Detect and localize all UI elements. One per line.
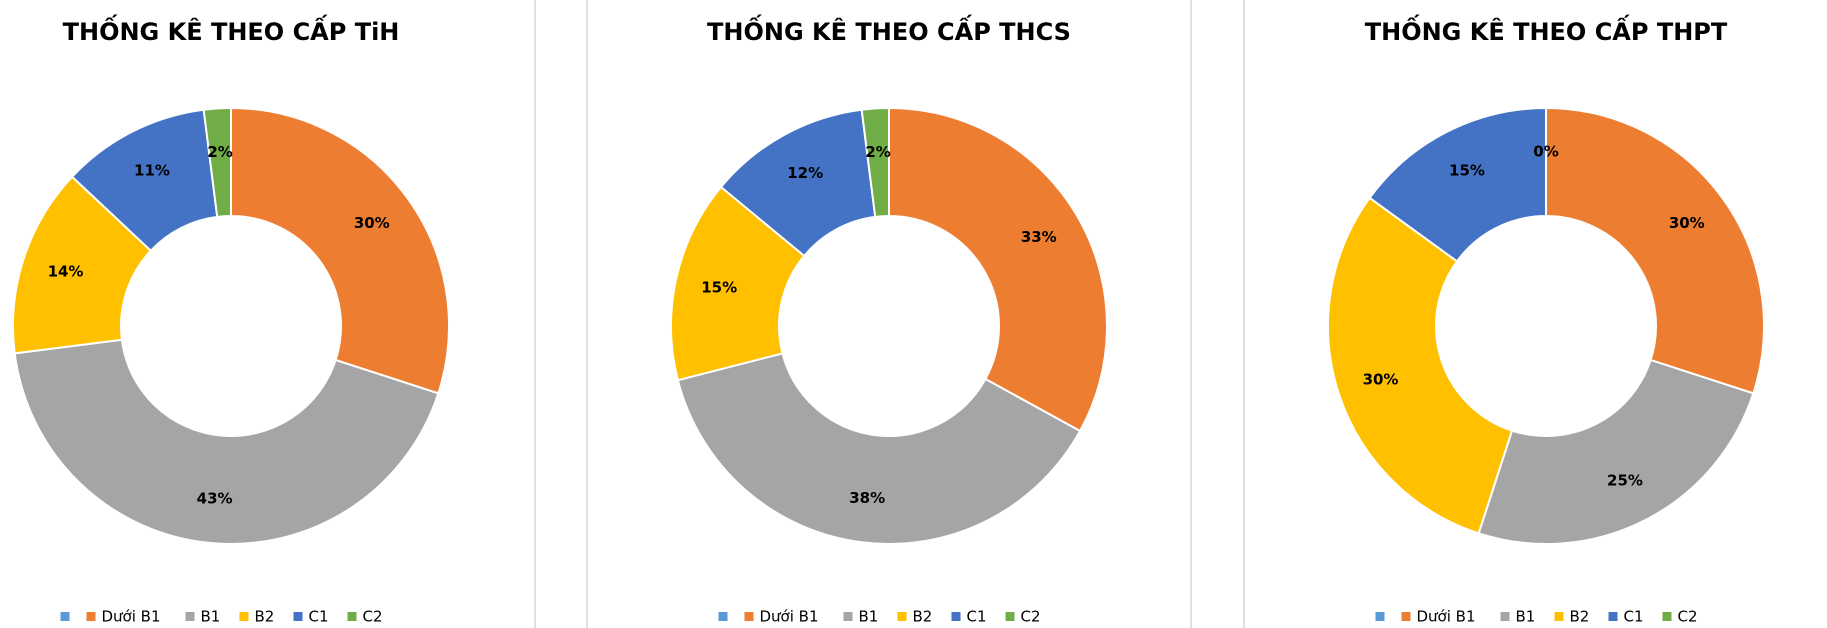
legend-label: B1: [859, 608, 879, 626]
donut-slice: [676, 352, 1082, 545]
chart-title: THỐNG KÊ THEO CẤP THPT: [1365, 13, 1728, 46]
data-label: 33%: [1021, 228, 1057, 246]
legend-marker: [951, 612, 961, 621]
legend-label: C2: [363, 608, 383, 626]
legend-marker: [185, 612, 195, 621]
donut-slice: [888, 106, 1108, 433]
legend-marker: [293, 612, 303, 621]
data-label: 30%: [1669, 214, 1705, 232]
legend-marker: [1401, 612, 1411, 621]
donut-slice: [1327, 196, 1514, 535]
legend-marker: [1005, 612, 1015, 621]
chart-title: THỐNG KÊ THEO CẤP TiH: [63, 13, 400, 46]
donut-slice: [1368, 106, 1547, 263]
legend-marker: [1500, 612, 1510, 621]
legend-marker: [1662, 612, 1672, 621]
legend-marker: [897, 612, 907, 621]
donut-slice: [1477, 358, 1755, 545]
legend-marker: [718, 612, 728, 621]
data-label: 30%: [354, 214, 390, 232]
legend-label: B2: [255, 608, 275, 626]
legend-marker: [1554, 612, 1564, 621]
legend-label: B2: [913, 608, 933, 626]
data-label: 25%: [1607, 472, 1643, 490]
donut-slice: [230, 106, 450, 395]
legend-label: C2: [1678, 608, 1698, 626]
legend-marker: [744, 612, 754, 621]
legend-label: C1: [309, 608, 329, 626]
donut-slice: [860, 106, 890, 218]
chart-title: THỐNG KÊ THEO CẤP THCS: [707, 13, 1071, 46]
legend-marker: [1375, 612, 1385, 621]
legend-label: C2: [1021, 608, 1041, 626]
legend-label: B1: [201, 608, 221, 626]
legend-marker: [843, 612, 853, 621]
data-label: 14%: [48, 263, 84, 281]
data-label: 11%: [134, 161, 170, 179]
data-label: 12%: [787, 164, 823, 182]
legend-marker: [60, 612, 70, 621]
data-label: 2%: [207, 143, 232, 161]
legend-label: B2: [1570, 608, 1590, 626]
donut-slice: [13, 338, 440, 545]
data-label: 15%: [1449, 161, 1485, 179]
donut-slice: [1545, 106, 1765, 395]
legend-marker: [1608, 612, 1618, 621]
legend-label: B1: [1516, 608, 1536, 626]
legend-label: Dưới B1: [1417, 608, 1476, 626]
data-label: 0%: [1533, 143, 1558, 161]
legend-label: Dưới B1: [102, 608, 161, 626]
legend-label: C1: [1624, 608, 1644, 626]
legend-label: Dưới B1: [760, 608, 819, 626]
data-label: 2%: [865, 143, 890, 161]
donut-slice: [202, 106, 232, 218]
legend-marker: [86, 612, 96, 621]
legend-label: C1: [967, 608, 987, 626]
legend-marker: [239, 612, 249, 621]
data-label: 15%: [701, 279, 737, 297]
legend-marker: [347, 612, 357, 621]
donut-slice: [670, 185, 806, 382]
data-label: 38%: [849, 489, 885, 507]
data-label: 30%: [1363, 370, 1399, 388]
data-label: 43%: [197, 490, 233, 508]
